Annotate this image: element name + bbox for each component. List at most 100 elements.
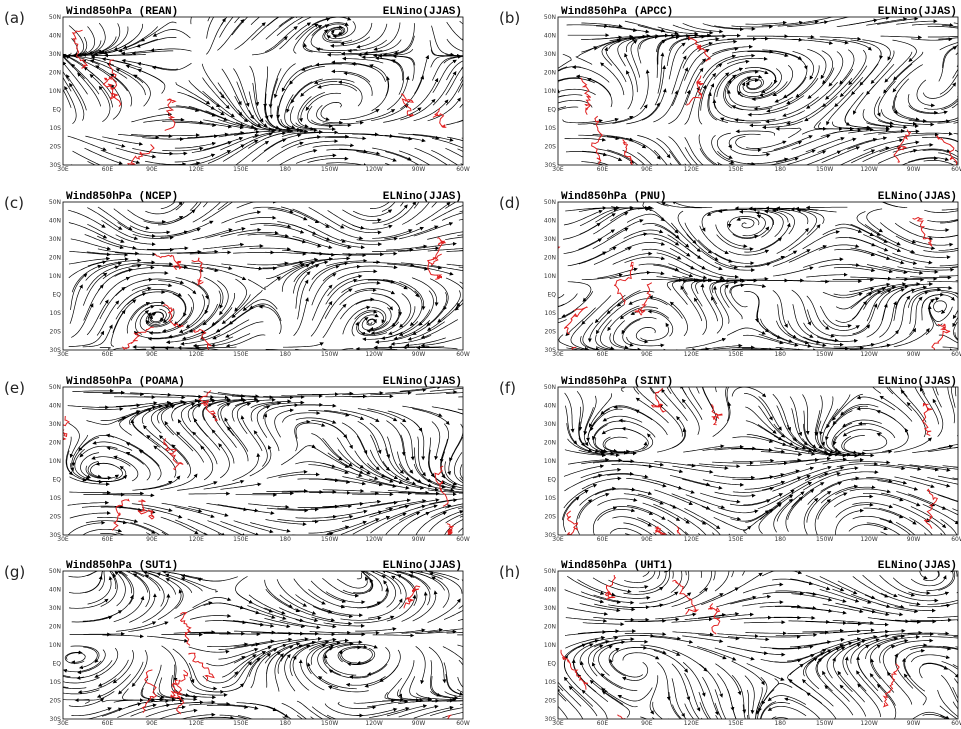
streamline (682, 276, 724, 283)
streamline (693, 297, 708, 336)
streamline (355, 627, 397, 632)
streamline (652, 701, 663, 719)
streamline (161, 531, 168, 535)
streamline (657, 427, 687, 453)
streamline (790, 207, 825, 224)
streamline (137, 68, 166, 94)
streamline (461, 137, 463, 139)
streamline (796, 208, 817, 235)
streamline (398, 463, 433, 488)
streamline (415, 511, 448, 535)
streamline (102, 263, 142, 280)
streamline (86, 299, 109, 336)
streamline (563, 639, 600, 660)
x-tick-label: 120W (365, 166, 382, 173)
streamline (142, 137, 184, 142)
streamline (910, 275, 952, 280)
streamline (352, 209, 393, 217)
streamline (866, 289, 892, 322)
x-tick-label: 120W (365, 536, 382, 543)
streamline (175, 105, 216, 117)
streamline (415, 202, 451, 226)
streamline (398, 309, 431, 336)
streamline (594, 603, 636, 612)
streamline (852, 290, 882, 320)
y-tick-label: 50N (544, 14, 556, 21)
streamline (684, 147, 699, 165)
streamline (427, 304, 460, 331)
streamline (112, 347, 130, 350)
y-tick-label: 40N (49, 218, 61, 225)
streamline (297, 279, 309, 320)
streamline (716, 234, 754, 252)
streamline (339, 148, 381, 156)
streamline (879, 300, 897, 338)
streamline (145, 202, 183, 215)
streamline (882, 265, 924, 275)
streamline (926, 518, 946, 535)
y-tick-label: 30S (50, 532, 62, 539)
streamline (716, 132, 733, 159)
streamline (787, 150, 827, 165)
y-tick-label: 30S (50, 716, 62, 723)
streamline (102, 634, 144, 639)
streamline (431, 202, 438, 208)
streamline (606, 290, 641, 315)
panel-season: ELNino(JJAS) (383, 6, 462, 18)
streamline (160, 249, 202, 254)
streamline (746, 140, 787, 149)
streamline (726, 69, 760, 92)
streamline (194, 345, 237, 350)
streamline (386, 677, 405, 702)
streamline (265, 17, 300, 40)
coastline (427, 253, 443, 280)
x-tick-label: 60W (456, 536, 470, 543)
streamline (597, 508, 636, 521)
streamline (579, 602, 621, 613)
streamline (712, 461, 754, 466)
streamline (596, 346, 638, 350)
streamline (772, 333, 812, 348)
panel: (e) Wind850hPa (POAMA) ELNino(JJAS)30E 60E 9… (4, 376, 470, 543)
streamline (595, 334, 628, 350)
streamline (327, 520, 367, 534)
streamline (819, 36, 862, 41)
streamline (562, 118, 603, 124)
streamline (330, 36, 371, 48)
y-tick-label: 20S (50, 144, 62, 151)
streamline (866, 122, 908, 130)
streamline (128, 621, 169, 632)
streamline (205, 226, 246, 239)
streamline (558, 77, 581, 81)
x-tick-label: 150W (321, 720, 338, 727)
streamline (63, 76, 72, 92)
streamline (672, 649, 708, 672)
streamline (446, 119, 463, 126)
streamline (218, 443, 230, 479)
streamline (833, 494, 874, 508)
streamline (100, 410, 141, 421)
streamline (863, 234, 902, 253)
streamline (859, 51, 882, 86)
streamline (624, 241, 666, 250)
streamline (700, 72, 717, 111)
streamline (72, 150, 101, 165)
streamline (666, 36, 692, 67)
streamline (624, 52, 638, 93)
streamline (235, 215, 277, 223)
streamline (397, 511, 430, 535)
panel-season: ELNino(JJAS) (383, 560, 462, 572)
streamline (127, 271, 169, 279)
streamline (852, 502, 894, 509)
streamline (87, 223, 125, 243)
streamline (951, 102, 958, 109)
streamline (776, 481, 813, 504)
streamline (219, 91, 249, 123)
streamline (355, 346, 398, 350)
streamline (582, 150, 623, 162)
coastline (191, 257, 204, 286)
streamline (852, 264, 894, 274)
streamline (88, 22, 106, 55)
streamline (864, 628, 906, 635)
streamline (125, 452, 151, 481)
